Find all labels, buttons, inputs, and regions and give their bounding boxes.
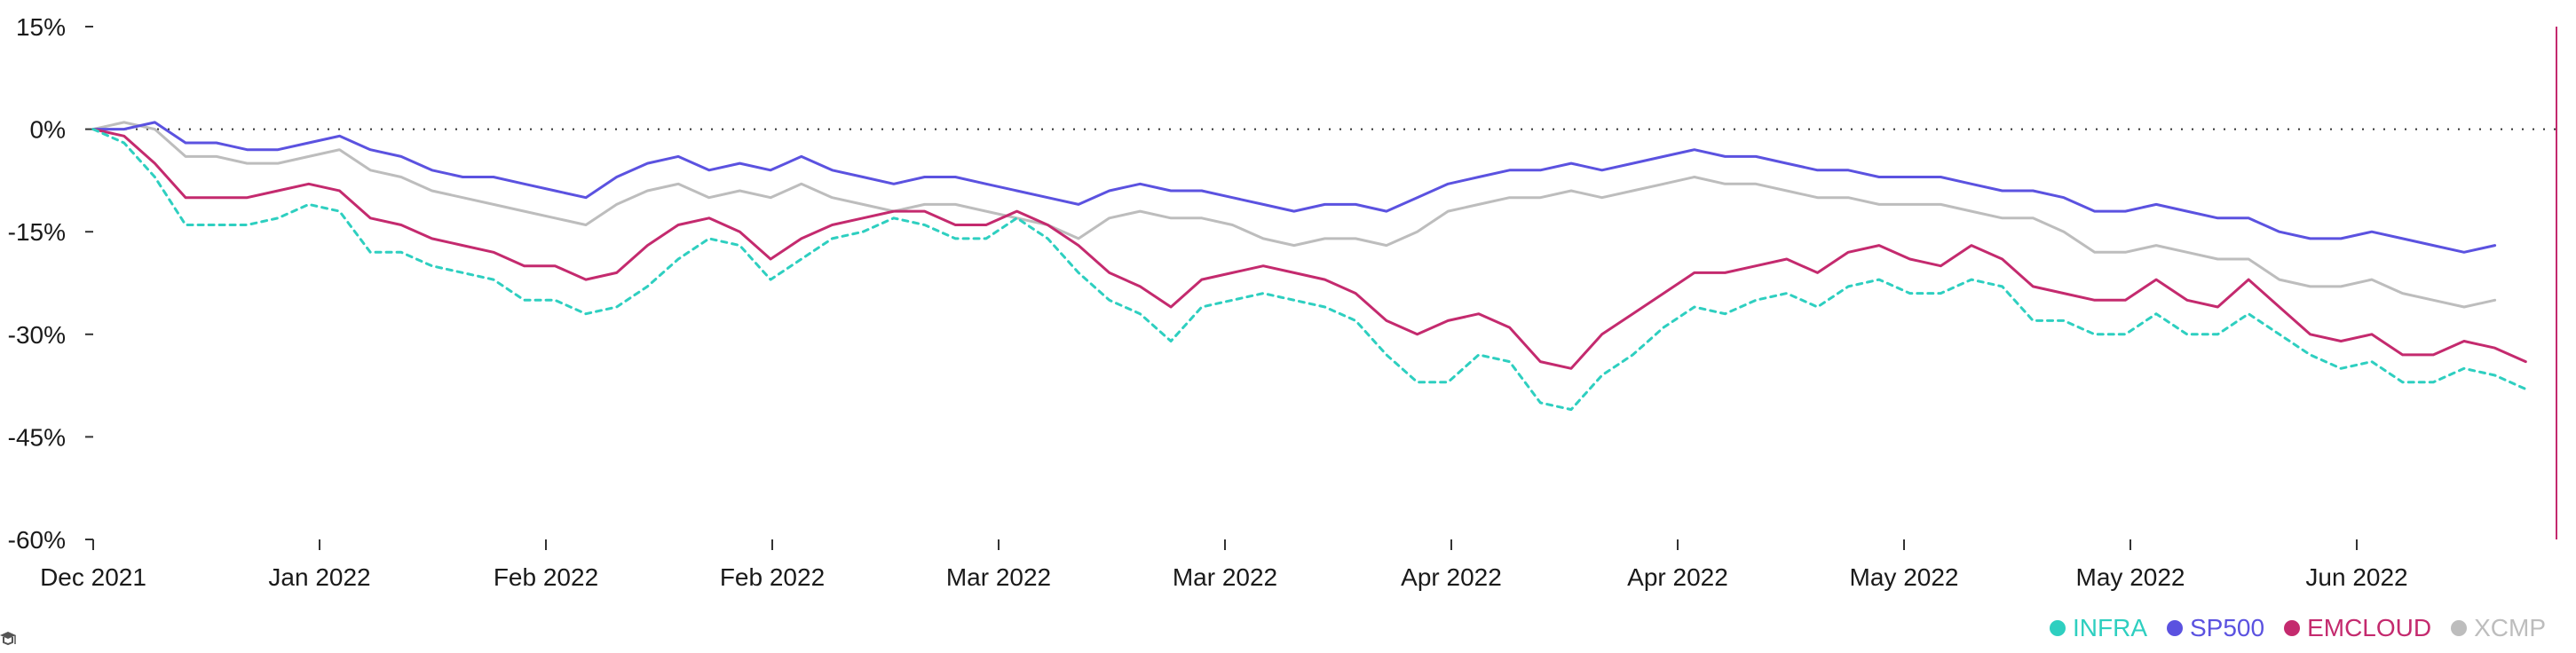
x-tick-label: Feb 2022	[720, 563, 825, 591]
x-tick-label: Feb 2022	[494, 563, 598, 591]
x-axis: Dec 2021 Jan 2022 Feb 2022 Feb 2022 Mar 2022…	[40, 539, 2408, 591]
legend-dot-icon	[2284, 620, 2301, 636]
x-tick-label: Apr 2022	[1627, 563, 1728, 591]
y-tick-label: 15%	[16, 13, 66, 41]
y-tick-label: -45%	[8, 423, 66, 451]
legend: INFRA SP500 EMCLOUD XCMP	[2050, 614, 2546, 642]
x-tick-label: May 2022	[1850, 563, 1959, 591]
x-tick-label: Jun 2022	[2305, 563, 2407, 591]
series-line-sp500	[91, 121, 2497, 254]
y-tick-label: -60%	[8, 526, 66, 554]
legend-label: SP500	[2190, 614, 2265, 641]
x-tick-label: Mar 2022	[1173, 563, 1277, 591]
legend-label: EMCLOUD	[2307, 614, 2432, 641]
x-tick-label: Jan 2022	[268, 563, 370, 591]
y-tick-label: 0%	[30, 116, 66, 144]
x-tick-label: May 2022	[2076, 563, 2185, 591]
y-tick-label: -30%	[8, 321, 66, 349]
series-line-infra	[91, 128, 2527, 412]
legend-dot-icon	[2050, 620, 2066, 636]
legend-dot-icon	[2451, 620, 2468, 636]
series-line-emcloud	[91, 128, 2527, 370]
legend-item-emcloud[interactable]: EMCLOUD	[2284, 614, 2431, 642]
x-tick-label: Mar 2022	[946, 563, 1051, 591]
legend-label: XCMP	[2474, 614, 2546, 641]
legend-item-xcmp[interactable]: XCMP	[2451, 614, 2546, 642]
y-axis: 15% 0% -15% -30% -45% -60%	[8, 13, 93, 554]
series-lines	[91, 121, 2527, 412]
graduation-cap-icon[interactable]	[0, 630, 16, 653]
y-tick-label: -15%	[8, 218, 66, 246]
legend-item-infra[interactable]: INFRA	[2050, 614, 2147, 642]
series-line-xcmp	[91, 121, 2497, 309]
x-tick-label: Apr 2022	[1401, 563, 1502, 591]
legend-dot-icon	[2167, 620, 2183, 636]
x-tick-label: Dec 2021	[40, 563, 146, 591]
legend-item-sp500[interactable]: SP500	[2167, 614, 2264, 642]
legend-label: INFRA	[2073, 614, 2147, 641]
